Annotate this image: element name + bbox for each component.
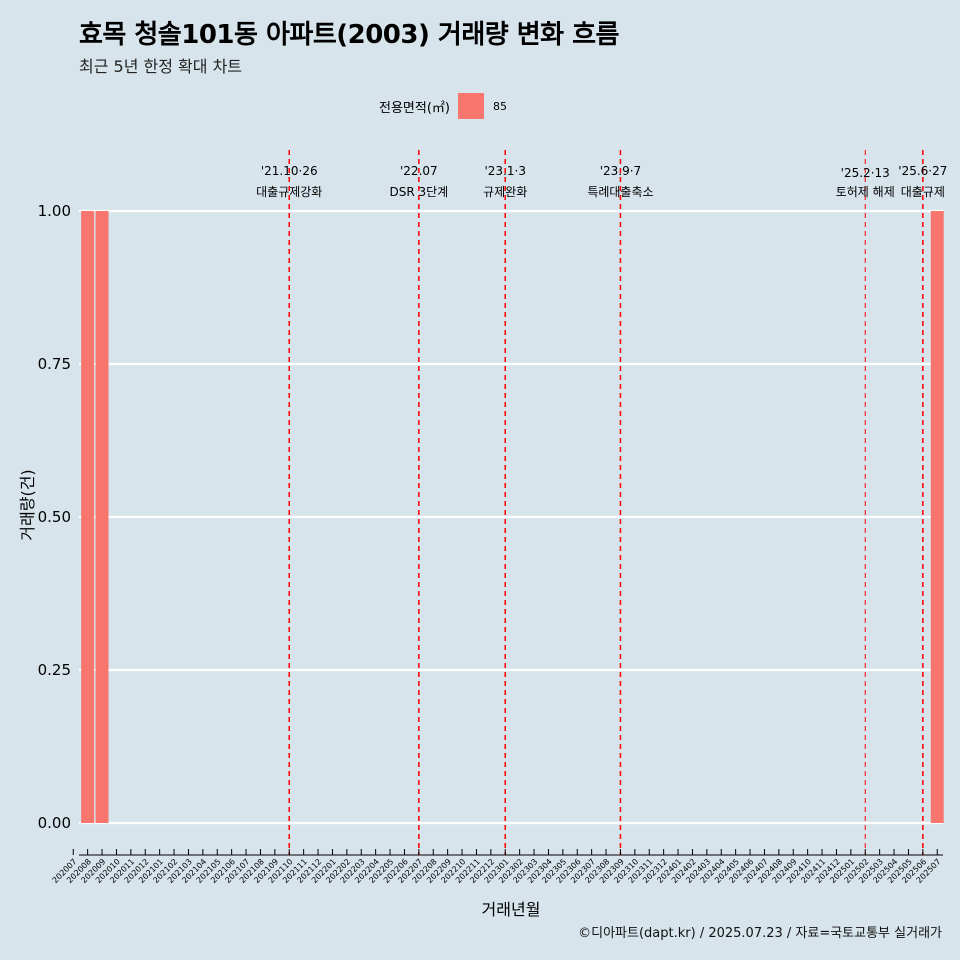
source-caption: ©디아파트(dapt.kr) / 2025.07.23 / 자료=국토교통부 실… [578, 926, 942, 941]
bar-202507 [930, 211, 944, 823]
y-tick-label: 0.00 [38, 814, 71, 832]
event-date-label: '22.07 [400, 164, 438, 178]
gridlines [79, 209, 943, 825]
y-axis-title: 거래량(건) [18, 469, 37, 540]
legend-label: 85 [492, 99, 507, 113]
event-date-label: '21.10·26 [261, 164, 318, 178]
event-name-label: 토허제 해제 [836, 185, 895, 199]
legend: 전용면적(㎡) 85 [0, 93, 960, 119]
y-tick-label: 0.75 [38, 355, 71, 373]
event-date-label: '23.1·3 [485, 164, 526, 178]
bars [81, 211, 944, 823]
event-name-label: 대출규제강화 [256, 185, 322, 199]
legend-key-85 [457, 93, 484, 119]
y-tick-label: 0.25 [38, 661, 71, 679]
chart-title: 효목 청솔101동 아파트(2003) 거래량 변화 흐름 [79, 20, 619, 50]
event-name-label: 특례대출축소 [587, 185, 653, 199]
legend-title: 전용면적(㎡) [379, 100, 450, 116]
event-date-label: '23.9·7 [600, 164, 641, 178]
event-name-label: DSR 3단계 [389, 185, 448, 199]
event-name-label: 대출규제 [901, 185, 945, 199]
y-tick-label: 1.00 [38, 202, 71, 220]
event-date-label: '25.2·13 [841, 166, 890, 180]
chart-subtitle: 최근 5년 한정 확대 차트 [79, 57, 243, 76]
axes: 0.000.250.500.751.0020200720200820200920… [38, 202, 943, 885]
bar-202009 [95, 211, 109, 823]
bar-202008 [81, 211, 95, 823]
event-date-label: '25.6·27 [898, 164, 947, 178]
y-tick-label: 0.50 [38, 508, 71, 526]
x-axis-title: 거래년월 [482, 900, 541, 919]
event-lines: '21.10·26 대출규제강화 '22.07 DSR 3단계 '23.1·3 규제완화 '… [256, 150, 947, 855]
event-name-label: 규제완화 [483, 185, 527, 199]
